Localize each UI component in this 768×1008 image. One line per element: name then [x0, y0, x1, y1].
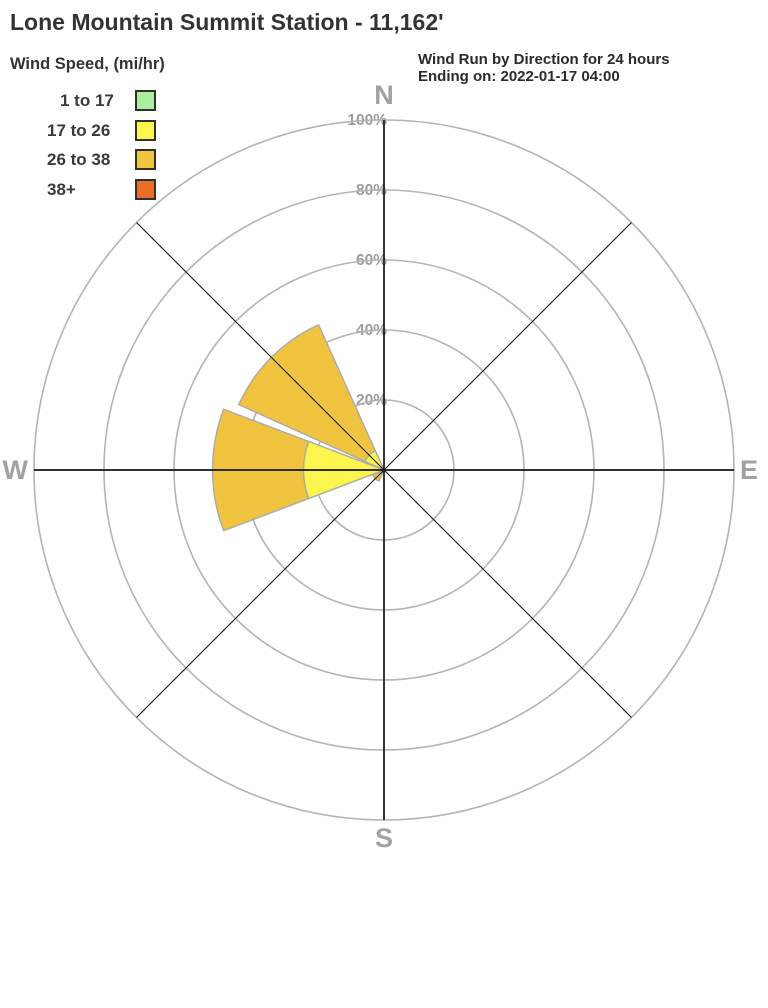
- legend-item-label: 26 to 38: [47, 150, 111, 169]
- cardinal-label-e: E: [740, 455, 758, 485]
- legend-item-label: 1 to 17: [60, 91, 114, 110]
- legend-swatch-orange: [135, 178, 156, 200]
- cardinal-label-s: S: [375, 823, 393, 853]
- legend-item-label: 38+: [47, 179, 76, 199]
- legend-item: 1 to 17: [47, 90, 156, 112]
- legend-item: 17 to 26: [47, 119, 156, 142]
- legend-heading: Wind Speed, (mi/hr): [10, 55, 165, 73]
- cardinal-label-w: W: [3, 455, 29, 485]
- legend-item-label: 17 to 26: [47, 120, 111, 140]
- chart-header-line2: Ending on: 2022-01-17 04:00: [418, 67, 620, 85]
- axis-ne-sw: [136, 222, 632, 718]
- legend-item: 38+: [47, 178, 156, 201]
- chart-header: Wind Run by Direction for 24 hours Endin…: [418, 51, 670, 85]
- legend-swatch-amber: [135, 149, 156, 170]
- legend-swatch-yellow: [135, 119, 156, 141]
- page-title: Lone Mountain Summit Station - 11,162': [10, 9, 444, 35]
- chart-header-line1: Wind Run by Direction for 24 hours: [418, 51, 670, 68]
- legend-swatch-green: [135, 90, 156, 111]
- cardinal-label-n: N: [374, 80, 394, 110]
- legend-item: 26 to 38: [47, 149, 156, 171]
